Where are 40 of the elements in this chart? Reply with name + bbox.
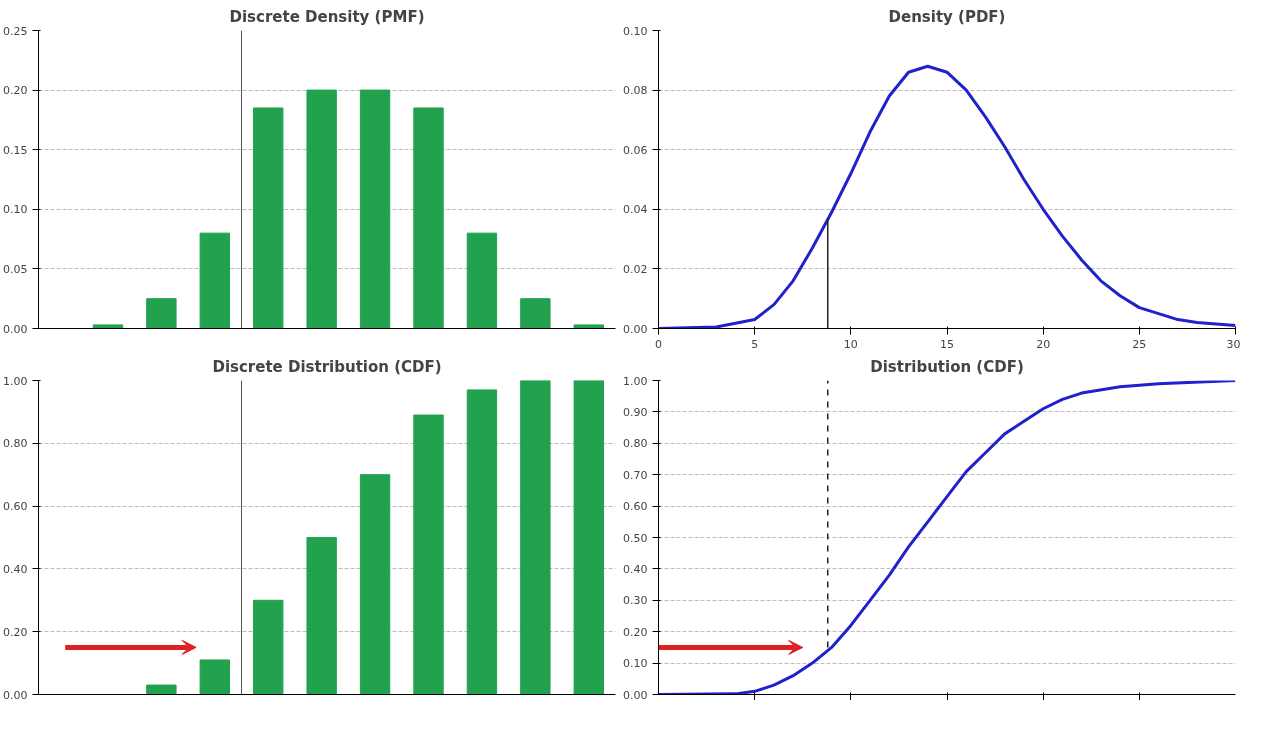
y-tick-label: 0.20 [623,625,648,639]
x-tick-label: 10 [843,337,858,351]
y-tick-label: 0.06 [623,143,648,157]
y-tick-label: 0.15 [3,143,28,157]
y-tick-label: 0.05 [3,262,28,276]
y-tick-label: 0.00 [3,688,28,702]
y-tick-label: 0.60 [3,500,28,514]
y-tick-label: 0.10 [3,203,28,217]
chart-title: Discrete Density (PMF) [229,7,425,26]
y-tick-label: 0.30 [623,594,648,608]
y-tick-label: 0.00 [623,688,648,702]
y-tick-label: 0.40 [623,562,648,576]
y-tick-label: 0.90 [623,405,648,419]
y-tick-label: 0.02 [623,262,648,276]
y-tick-label: 0.60 [623,500,648,514]
x-tick-label: 25 [1132,337,1147,351]
y-tick-label: 0.80 [623,437,648,451]
y-tick-label: 0.20 [3,625,28,639]
y-tick-label: 0.10 [623,657,648,671]
y-tick-label: 0.00 [3,322,28,336]
y-tick-label: 0.04 [623,203,648,217]
x-tick-label: 15 [940,337,954,351]
chart-title: Distribution (CDF) [870,357,1024,376]
y-tick-label: 0.40 [3,562,28,576]
chart-title: Density (PDF) [888,7,1006,26]
y-tick-label: 1.00 [3,374,28,388]
y-tick-label: 1.00 [623,374,648,388]
x-tick-label: 0 [655,337,662,351]
y-tick-label: 0.00 [623,322,648,336]
y-tick-label: 0.50 [623,531,648,545]
y-tick-label: 0.25 [3,24,28,38]
x-tick-label: 30 [1226,337,1241,351]
x-tick-label: 20 [1036,337,1051,351]
y-tick-label: 0.08 [623,84,648,98]
y-tick-label: 0.10 [623,24,648,38]
y-tick-label: 0.70 [623,468,648,482]
chart-title: Discrete Distribution (CDF) [212,357,442,376]
y-tick-label: 0.20 [3,84,28,98]
y-tick-label: 0.80 [3,437,28,451]
x-tick-label: 5 [751,337,759,351]
